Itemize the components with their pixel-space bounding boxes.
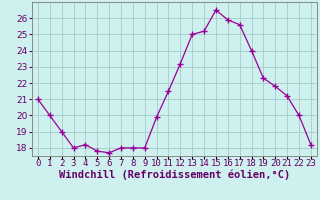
X-axis label: Windchill (Refroidissement éolien,°C): Windchill (Refroidissement éolien,°C) [59, 169, 290, 180]
